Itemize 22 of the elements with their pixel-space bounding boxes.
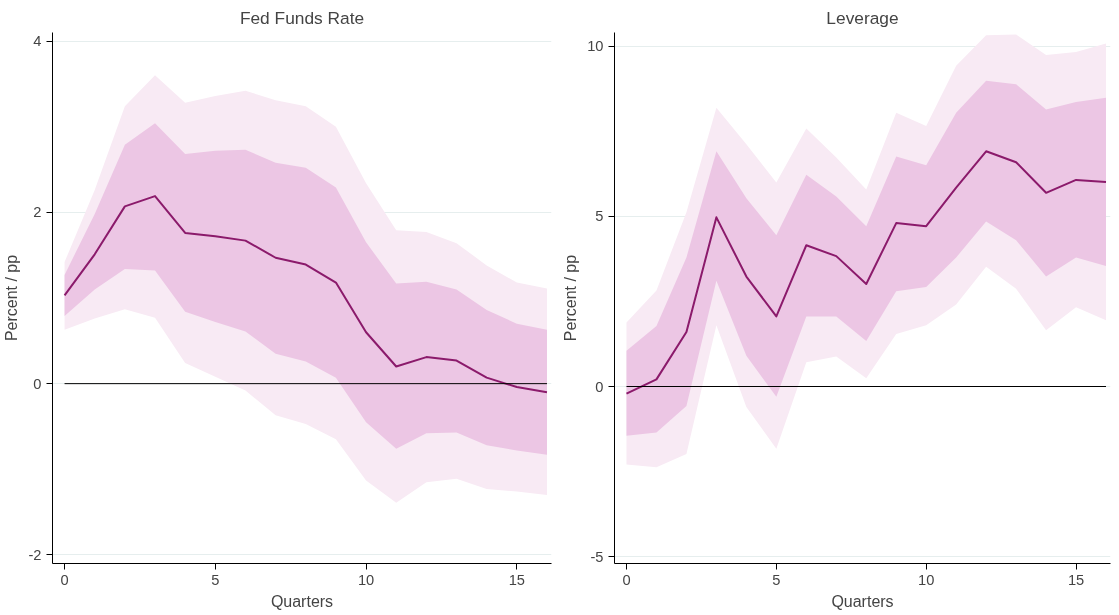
x-tick-label: 0	[622, 571, 631, 588]
y-tick-label: -2	[28, 546, 42, 563]
x-tick-label: 15	[1067, 571, 1085, 588]
y-tick-label: -5	[590, 548, 604, 565]
y-tick-label: 10	[587, 38, 604, 55]
x-tick-label: 0	[60, 571, 69, 588]
x-tick-label: 5	[772, 571, 781, 588]
x-tick-label: 10	[918, 571, 935, 588]
x-tick-label: 10	[357, 571, 375, 588]
y-axis-title: Percent / pp	[3, 254, 21, 342]
y-tick-label: 4	[33, 33, 42, 50]
chart-title: Fed Funds Rate	[239, 7, 365, 28]
x-tick-label: 15	[508, 571, 525, 588]
y-tick-label: 5	[595, 208, 604, 225]
x-tick-label: 5	[211, 571, 220, 588]
y-axis-title: Percent / pp	[562, 254, 580, 342]
y-tick-label: 0	[595, 378, 604, 395]
x-axis-title: Quarters	[270, 592, 334, 610]
y-tick-label: 2	[33, 204, 42, 221]
y-tick-label: 0	[33, 375, 42, 392]
chart-title: Leverage	[826, 7, 899, 28]
x-axis-title: Quarters	[831, 592, 894, 610]
